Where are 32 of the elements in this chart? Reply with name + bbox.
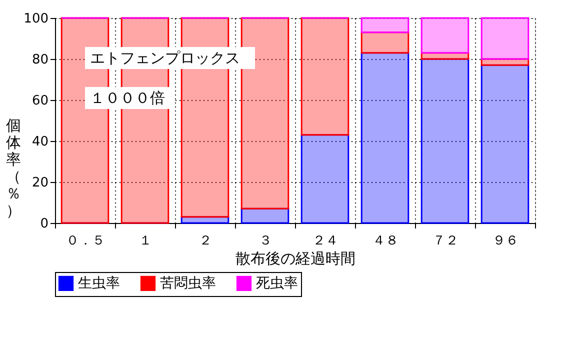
bar bbox=[480, 64, 530, 224]
y-tick-label: 20 bbox=[32, 176, 48, 190]
legend-label: 生虫率 bbox=[78, 275, 120, 292]
x-tick-label: ４８ bbox=[372, 234, 398, 248]
legend-label: 苦悶虫率 bbox=[160, 275, 216, 292]
bar bbox=[360, 17, 410, 34]
y-tick-label: 100 bbox=[24, 12, 48, 26]
y-tick-label: 60 bbox=[32, 94, 48, 108]
x-tick-label: ７２ bbox=[432, 234, 458, 248]
x-tick-label: １ bbox=[139, 234, 152, 248]
bar bbox=[480, 17, 530, 60]
bar bbox=[240, 17, 290, 210]
bar bbox=[360, 52, 410, 224]
bar bbox=[240, 208, 290, 224]
y-tick-label: 0 bbox=[40, 216, 48, 232]
x-tick-label: ３ bbox=[259, 234, 272, 248]
bar bbox=[300, 134, 350, 224]
y-axis-title: 個体率（％） bbox=[6, 116, 21, 220]
bar bbox=[300, 17, 350, 136]
y-tick-label: 80 bbox=[32, 52, 48, 68]
x-tick-label: ２ bbox=[199, 234, 212, 248]
legend-label: 死虫率 bbox=[256, 275, 298, 292]
x-tick-label: ２４ bbox=[312, 234, 338, 248]
bar bbox=[360, 32, 410, 54]
x-axis-title: 散布後の経過時間 bbox=[236, 250, 356, 268]
annotation: １０００倍 bbox=[90, 89, 165, 107]
x-tick-label: ０．５ bbox=[66, 234, 105, 248]
bar bbox=[420, 17, 470, 54]
bar bbox=[420, 58, 470, 224]
annotation: エトフェンプロックス bbox=[90, 49, 240, 67]
y-tick-label: 40 bbox=[32, 134, 48, 150]
x-tick-label: ９６ bbox=[492, 234, 518, 248]
